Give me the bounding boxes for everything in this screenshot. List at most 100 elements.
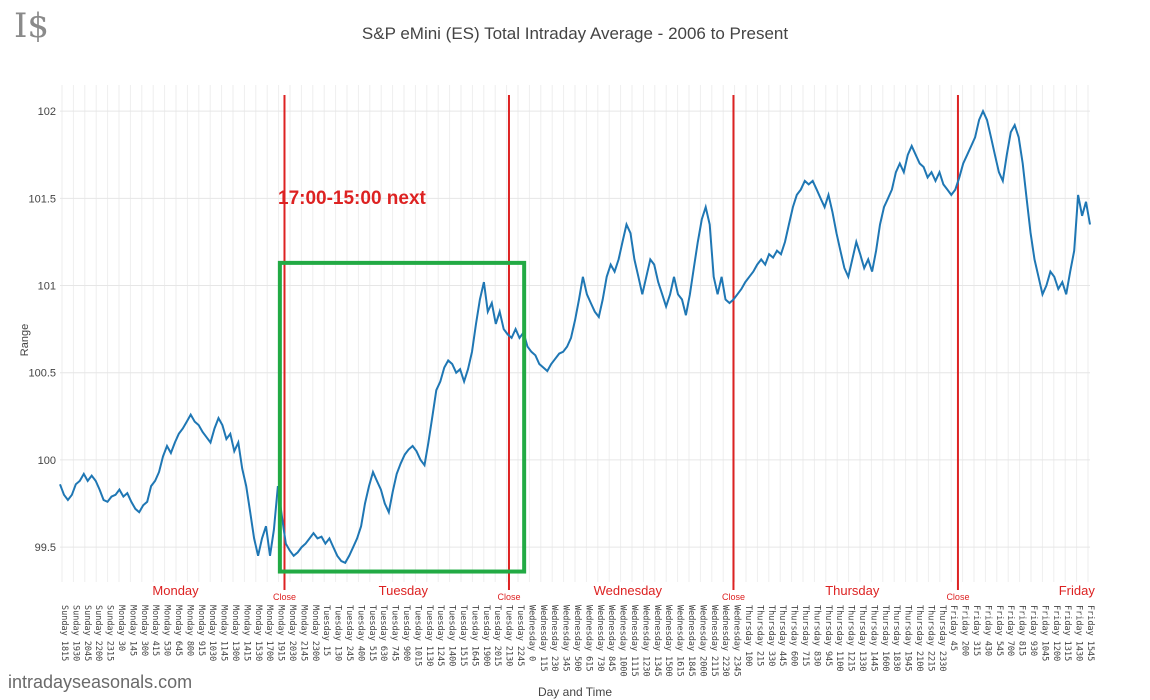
- x-tick-label: Monday 300: [139, 605, 149, 656]
- x-tick-label: Monday 645: [173, 605, 183, 656]
- day-label: Wednesday: [594, 583, 663, 598]
- x-tick-label: Thursday 600: [789, 605, 799, 666]
- series-line-average: [59, 108, 1091, 565]
- x-tick-label: Wednesday 2230: [720, 605, 730, 677]
- x-tick-label: Friday 1045: [1039, 605, 1049, 661]
- x-tick-label: Tuesday 1400: [447, 605, 457, 666]
- x-tick-label: Thursday 1100: [834, 605, 844, 672]
- x-tick-label: Tuesday 1130: [424, 605, 434, 666]
- x-tick-label: Thursday 2215: [925, 605, 935, 672]
- site-logo: I$: [14, 6, 50, 46]
- x-tick-label: Friday 930: [1028, 605, 1038, 656]
- day-label: Tuesday: [379, 583, 429, 598]
- x-tick-label: Monday 2300: [310, 605, 320, 661]
- x-tick-label: Tuesday 745: [390, 605, 400, 661]
- x-tick-label: Tuesday 15: [321, 605, 331, 656]
- x-tick-label: Tuesday 400: [355, 605, 365, 661]
- x-tick-label: Tuesday 2015: [492, 605, 502, 666]
- x-tick-label: Tuesday 630: [378, 605, 388, 661]
- x-tick-label: Friday 815: [1017, 605, 1027, 656]
- x-tick-label: Monday 415: [150, 605, 160, 656]
- x-tick-label: Thursday 1445: [868, 605, 878, 672]
- x-tick-label: Thursday 330: [766, 605, 776, 666]
- x-tick-label: Thursday 100: [743, 605, 753, 666]
- x-tick-label: Monday 800: [184, 605, 194, 656]
- x-tick-label: Tuesday 2245: [515, 605, 525, 666]
- x-tick-label: Wednesday 1000: [618, 605, 628, 677]
- y-axis: 99.5 100 100.5 101 101.5 102: [28, 106, 56, 554]
- x-tick-labels: Sunday 1815 Sunday 1930 Sunday 2045 Sunday …: [59, 605, 1095, 677]
- annotation-text: 17:00-15:00 next: [278, 188, 427, 209]
- x-tick-label: Tuesday 1515: [458, 605, 468, 666]
- x-tick-label: Sunday 2045: [82, 605, 92, 661]
- y-tick-label: 101.5: [28, 193, 56, 205]
- x-tick-label: Wednesday 730: [595, 605, 605, 672]
- x-tick-label: Thursday 1830: [891, 605, 901, 672]
- x-tick-label: Tuesday 1900: [481, 605, 491, 666]
- y-tick-label: 101: [38, 281, 56, 293]
- day-labels: Monday Tuesday Wednesday Thursday Friday: [152, 583, 1095, 598]
- x-tick-label: Friday 430: [982, 605, 992, 656]
- x-tick-label: Tuesday 515: [367, 605, 377, 661]
- x-tick-label: Friday 200: [960, 605, 970, 656]
- x-tick-label: Wednesday 615: [583, 605, 593, 672]
- x-tick-label: Wednesday 1230: [640, 605, 650, 677]
- day-label: Thursday: [825, 583, 880, 598]
- x-tick-label: Tuesday 130: [333, 605, 343, 661]
- x-tick-label: Thursday 715: [800, 605, 810, 666]
- close-markers: Close Close Close Close: [273, 95, 969, 602]
- x-tick-label: Sunday 1815: [59, 605, 69, 661]
- x-tick-label: Monday 30: [116, 605, 126, 651]
- x-tick-label: Tuesday 1245: [435, 605, 445, 666]
- x-tick-label: Thursday 1945: [903, 605, 913, 672]
- x-tick-label: Monday 1700: [264, 605, 274, 661]
- x-tick-label: Monday 1145: [219, 605, 229, 661]
- x-tick-label: Tuesday 900: [401, 605, 411, 661]
- y-tick-label: 100: [38, 455, 56, 467]
- x-tick-label: Thursday 1600: [880, 605, 890, 672]
- x-tick-label: Monday 530: [162, 605, 172, 656]
- x-tick-label: Wednesday 2115: [709, 605, 719, 677]
- x-tick-label: Thursday 830: [811, 605, 821, 666]
- x-tick-label: Tuesday 1015: [412, 605, 422, 666]
- watermark: intradayseasonals.com: [8, 672, 193, 692]
- x-tick-label: Friday 700: [1005, 605, 1015, 656]
- x-tick-label: Monday 1415: [241, 605, 251, 661]
- x-tick-label: Monday 2145: [298, 605, 308, 661]
- x-tick-label: Friday 1315: [1062, 605, 1072, 661]
- x-tick-label: Sunday 1930: [70, 605, 80, 661]
- x-tick-label: Monday 1915: [276, 605, 286, 661]
- x-tick-label: Wednesday 345: [561, 605, 571, 672]
- day-label: Friday: [1059, 583, 1096, 598]
- x-tick-label: Monday 145: [127, 605, 137, 656]
- x-tick-label: Wednesday 1845: [686, 605, 696, 677]
- x-tick-label: Friday 315: [971, 605, 981, 656]
- x-axis-label: Day and Time: [538, 685, 612, 699]
- x-tick-label: Monday 1530: [253, 605, 263, 661]
- x-tick-label: Friday 45: [948, 605, 958, 651]
- x-tick-label: Friday 1430: [1074, 605, 1084, 661]
- x-tick-label: Monday 915: [196, 605, 206, 656]
- x-tick-label: Thursday 945: [823, 605, 833, 666]
- x-tick-label: Wednesday 1500: [663, 605, 673, 677]
- x-tick-label: Wednesday 1345: [652, 605, 662, 677]
- close-label: Close: [722, 592, 745, 602]
- x-tick-label: Thursday 1215: [846, 605, 856, 672]
- day-label: Monday: [152, 583, 199, 598]
- x-tick-label: Wednesday 1115: [629, 605, 639, 677]
- chart-title: S&P eMini (ES) Total Intraday Average - …: [361, 24, 789, 43]
- close-label: Close: [273, 592, 296, 602]
- x-tick-label: Wednesday 845: [606, 605, 616, 672]
- x-tick-label: Wednesday 2345: [732, 605, 742, 677]
- x-tick-label: Thursday 445: [777, 605, 787, 666]
- x-tick-label: Wednesday 115: [538, 605, 548, 672]
- x-tick-label: Friday 1200: [1051, 605, 1061, 661]
- x-tick-label: Tuesday 245: [344, 605, 354, 661]
- x-tick-label: Thursday 215: [754, 605, 764, 666]
- x-tick-label: Wednesday 2000: [697, 605, 707, 677]
- x-tick-label: Thursday 2330: [937, 605, 947, 672]
- x-tick-label: Wednesday 1615: [675, 605, 685, 677]
- x-tick-label: Friday 1545: [1085, 605, 1095, 661]
- grid: [60, 85, 1090, 582]
